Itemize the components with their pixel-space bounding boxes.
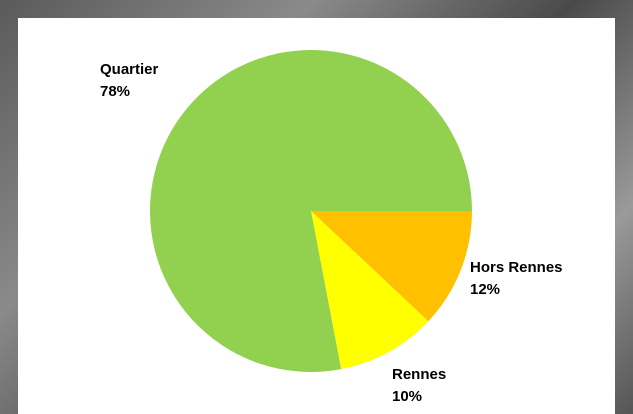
slice-value-label: 10% [392,388,422,405]
slice-label: Quartier [100,61,159,78]
slice-label: Rennes [392,366,446,383]
slice-value-label: 78% [100,83,130,100]
chart: Hors Rennes 12% Rennes 10% Quartier 78% [0,0,633,414]
page: {"chart_data": {"type": "pie", "categori… [0,0,633,414]
slice-value-label: 12% [470,281,500,298]
slice-label: Hors Rennes [470,259,563,276]
